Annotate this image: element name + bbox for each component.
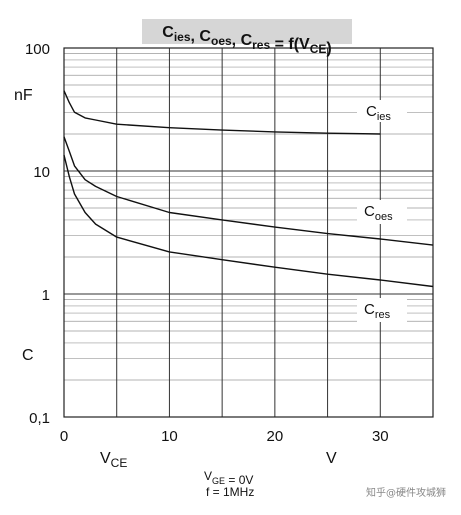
y-tick-label: 0,1: [29, 410, 50, 427]
series-label-Cies: Cies: [366, 103, 391, 123]
series-line-Cres: [63, 154, 434, 288]
series-label-Coes: Coes: [364, 203, 393, 223]
tick-labels: 0 10 20 30 0,1 1 10 100: [25, 41, 389, 445]
x-tick-label: 20: [267, 428, 284, 445]
condition-frequency: f = 1MHz: [206, 485, 254, 499]
condition-vge: VGE = 0V: [204, 469, 253, 487]
plot-frame: [63, 47, 434, 418]
series-label-background: [357, 200, 407, 224]
series-label-background: [357, 298, 407, 322]
series-label-Cres: Cres: [364, 301, 391, 321]
chart-title: Cies, Coes, Cres = f(VCE): [162, 24, 331, 57]
chart-title-background: [142, 19, 352, 44]
x-axis-label: VCE: [100, 450, 127, 470]
watermark: 知乎@硬件攻城狮: [366, 486, 446, 499]
y-axis-label: C: [22, 347, 34, 364]
x-axis-unit: V: [326, 450, 337, 467]
y-tick-label: 100: [25, 41, 50, 58]
series-label-background: [357, 100, 407, 122]
y-tick-label: 1: [42, 287, 50, 304]
x-tick-label: 0: [60, 428, 68, 445]
series-lines: [63, 90, 434, 288]
x-tick-label: 10: [161, 428, 178, 445]
x-tick-label: 30: [372, 428, 389, 445]
y-axis-unit: nF: [14, 87, 33, 104]
series-labels: Cies Coes Cres: [357, 100, 407, 322]
series-line-Cies: [63, 90, 381, 135]
series-line-Coes: [63, 136, 434, 246]
y-tick-label: 10: [33, 164, 50, 181]
